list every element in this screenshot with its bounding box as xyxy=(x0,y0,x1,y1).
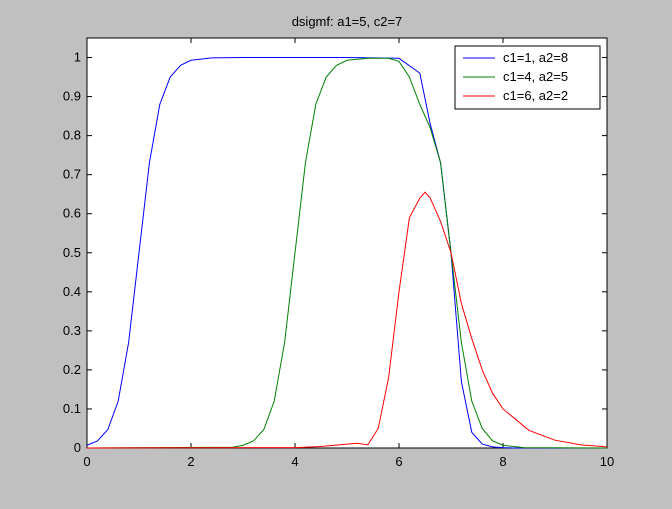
y-tick-label: 0.9 xyxy=(63,89,81,104)
series-line-2 xyxy=(86,57,608,449)
y-tick-label: 0.5 xyxy=(63,245,81,260)
y-tick-label: 0.1 xyxy=(63,401,81,416)
legend-label: c1=1, a2=8 xyxy=(503,50,568,65)
legend-label: c1=4, a2=5 xyxy=(503,69,568,84)
y-tick-label: 0.3 xyxy=(63,323,81,338)
y-tick-label: 1 xyxy=(74,50,81,65)
x-tick-label: 10 xyxy=(600,454,614,469)
y-tick-label: 0 xyxy=(74,440,81,455)
y-tick-label: 0.4 xyxy=(63,284,81,299)
chart-title: dsigmf: a1=5, c2=7 xyxy=(292,14,403,29)
x-tick-label: 4 xyxy=(291,454,298,469)
series-line-1 xyxy=(86,57,607,449)
x-tick-label: 6 xyxy=(395,454,402,469)
y-tick-label: 0.8 xyxy=(63,128,81,143)
x-tick-label: 0 xyxy=(83,454,90,469)
series-line-3 xyxy=(86,191,608,449)
y-tick-label: 0.2 xyxy=(63,362,81,377)
legend: c1=1, a2=8 c1=4, a2=5 c1=6, a2=2 xyxy=(454,45,601,110)
legend-label: c1=6, a2=2 xyxy=(503,88,568,103)
axis-ticks: 0 2 4 6 8 10 0 0.1 0.2 0.3 0.4 0.5 0.6 0.7 0.8 0.9 1 xyxy=(63,38,614,469)
x-tick-label: 8 xyxy=(499,454,506,469)
x-tick-label: 2 xyxy=(187,454,194,469)
y-tick-label: 0.6 xyxy=(63,206,81,221)
series-lines xyxy=(86,57,608,449)
y-tick-label: 0.7 xyxy=(63,167,81,182)
